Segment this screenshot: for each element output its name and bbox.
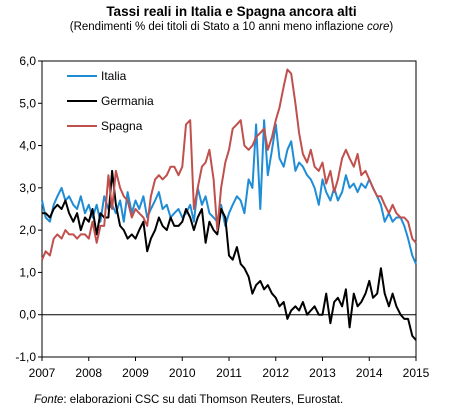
legend-label-italia: Italia <box>101 69 127 83</box>
y-tick-label: 4,0 <box>19 139 36 153</box>
y-tick-label: 2,0 <box>19 223 36 237</box>
x-tick-label: 2013 <box>309 366 336 380</box>
subtitle-core: core <box>367 21 390 33</box>
x-tick-label: 2007 <box>29 366 56 380</box>
x-tick-label: 2015 <box>403 366 430 380</box>
x-tick-label: 2012 <box>262 366 289 380</box>
y-tick-label: -1,0 <box>15 350 36 364</box>
legend-label-spagna: Spagna <box>101 119 143 133</box>
source-text: : elaborazioni CSC su dati Thomson Reute… <box>63 394 344 406</box>
y-tick-label: 0,0 <box>19 308 36 322</box>
x-tick-label: 2009 <box>122 366 149 380</box>
x-tick-label: 2010 <box>169 366 196 380</box>
y-tick-label: 6,0 <box>19 54 36 68</box>
subtitle-main: (Rendimenti % dei titoli di Stato a 10 a… <box>69 21 368 33</box>
series-line-spagna <box>41 68 417 261</box>
x-tick-label: 2011 <box>216 366 242 380</box>
chart-title: Tassi reali in Italia e Spagna ancora al… <box>106 4 357 19</box>
source-label: Fonte <box>34 394 64 406</box>
y-tick-label: 3,0 <box>19 181 36 195</box>
x-tick-label: 2014 <box>356 366 383 380</box>
source-note: Fonte: elaborazioni CSC su dati Thomson … <box>34 394 343 406</box>
series-line-italia <box>41 119 417 265</box>
chart-subtitle: (Rendimenti % dei titoli di Stato a 10 a… <box>0 21 463 33</box>
subtitle-close: ) <box>389 21 394 33</box>
x-tick-label: 2008 <box>75 366 102 380</box>
y-tick-label: 1,0 <box>19 265 36 279</box>
legend-label-germania: Germania <box>101 94 154 108</box>
y-tick-label: 5,0 <box>19 96 36 110</box>
